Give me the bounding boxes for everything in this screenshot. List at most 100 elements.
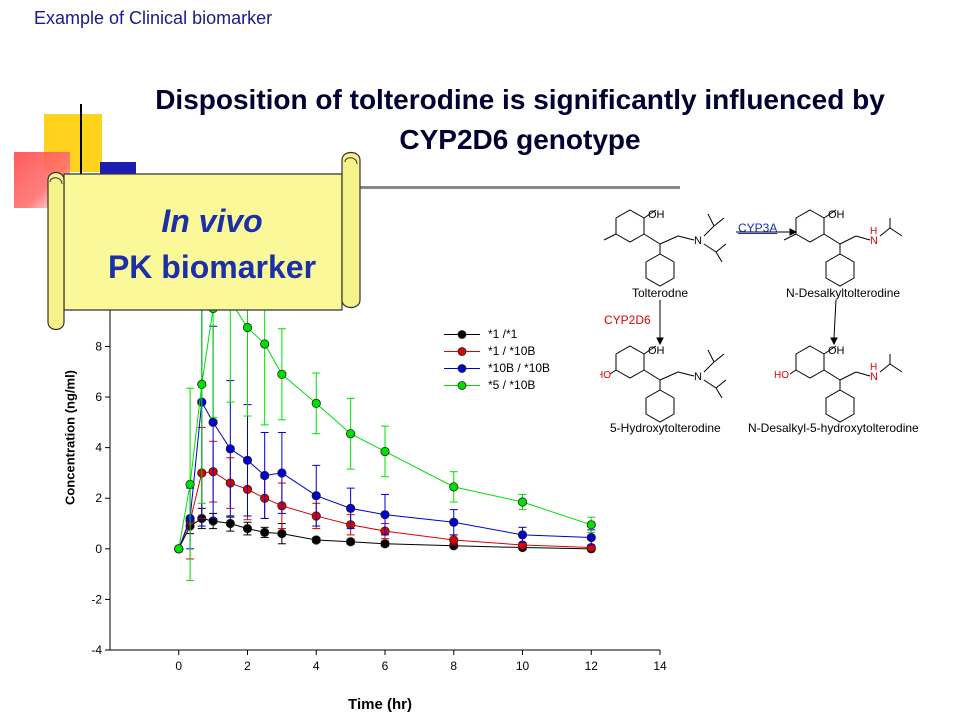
y-tick-label: 2 [95, 491, 102, 505]
data-point [449, 535, 459, 545]
y-axis-label: Concentration (ng/ml) [62, 369, 78, 506]
data-point [225, 518, 235, 529]
decor-blue-bar [100, 162, 136, 174]
data-point [260, 470, 270, 481]
scroll-text: In vivo PK biomarker [72, 198, 352, 290]
decor-horizontal-rule [80, 186, 680, 189]
data-point [311, 398, 321, 408]
decor-vertical-line [80, 104, 82, 200]
data-point [517, 530, 528, 540]
legend-item: *10B / *10B [440, 360, 550, 377]
x-tick-label: 0 [175, 659, 182, 673]
title-line-1: Disposition of tolterodine is significan… [155, 84, 885, 115]
data-point [208, 417, 218, 427]
x-tick-label: 2 [244, 659, 251, 673]
data-point [380, 446, 390, 457]
legend-label: *1 /*1 [488, 327, 518, 341]
data-point [380, 539, 390, 549]
hydroxy-structure [609, 345, 727, 423]
data-point [197, 379, 207, 390]
legend-item: *1 / *10B [440, 343, 550, 360]
n-label: N [694, 371, 702, 383]
x-axis-label: Time (hr) [348, 696, 412, 713]
cyp2d6-label: CYP2D6 [604, 313, 651, 327]
desalkyl-hydroxy-caption: N-Desalkyl-5-hydroxytolterodine [748, 421, 919, 435]
h-label: H [870, 362, 877, 373]
chart-plot-area [174, 220, 596, 581]
h-label: H [870, 226, 877, 237]
y-tick-label: -4 [91, 643, 102, 657]
legend-dot [457, 330, 467, 339]
n-label: N [870, 235, 878, 247]
data-point [260, 339, 270, 349]
oh-label: OH [828, 345, 845, 357]
x-tick-label: 6 [382, 659, 389, 673]
x-tick-label: 10 [516, 659, 530, 673]
metabolism-scheme: OH N OH N H OH N HO OH N H HO [600, 209, 903, 423]
tolterodine-structure [603, 209, 727, 287]
legend-item: *5 / *10B [440, 377, 550, 394]
desalkyl-hydroxy-structure [789, 345, 903, 423]
scroll-line-2: PK biomarker [107, 249, 317, 285]
data-point [260, 527, 270, 537]
desalkyl-caption: N-Desalkyltolterodine [786, 286, 901, 300]
n-label: N [870, 371, 878, 383]
data-point [185, 479, 195, 489]
data-point [449, 517, 459, 527]
legend-marker [444, 381, 480, 390]
data-point [242, 322, 253, 333]
slide-title: Disposition of tolterodine is significan… [110, 80, 930, 160]
cyp3a-label: CYP3A [738, 221, 778, 235]
desalkyl-structure [783, 209, 903, 287]
data-point [225, 444, 235, 454]
ho-label: HO [600, 370, 611, 381]
scroll-banner [47, 151, 361, 330]
legend-label: *5 / *10B [488, 378, 536, 392]
oh-label: OH [828, 209, 845, 221]
series-line [178, 300, 592, 549]
legend-dot [457, 347, 467, 356]
legend-label: *1 / *10B [488, 344, 536, 358]
tolterodine-caption: Tolterodne [632, 286, 689, 300]
x-tick-label: 4 [313, 659, 320, 673]
data-point [242, 455, 253, 465]
data-point [346, 429, 356, 439]
legend-marker [444, 330, 480, 339]
legend-dot [457, 364, 467, 373]
data-point [277, 529, 287, 539]
legend-marker [444, 364, 480, 373]
y-tick-label: 6 [95, 390, 102, 404]
y-tick-label: 4 [95, 441, 102, 455]
legend-dot [457, 381, 467, 390]
data-point [346, 537, 356, 547]
legend-item: *1 /*1 [440, 326, 550, 343]
x-tick-label: 8 [450, 659, 457, 673]
data-point [517, 497, 528, 507]
data-point [380, 510, 390, 520]
data-point [277, 468, 287, 478]
y-tick-label: -2 [91, 592, 102, 606]
ho-label: HO [774, 370, 789, 381]
oh-label: OH [648, 345, 665, 357]
chart-legend: *1 /*1 *1 / *10B *10B / *10B *5 / *10B [440, 326, 550, 394]
scroll-line-1: In vivo [161, 203, 263, 239]
data-point [586, 532, 596, 543]
data-point [449, 482, 459, 492]
legend-label: *10B / *10B [488, 361, 551, 375]
data-point [174, 544, 184, 554]
y-tick-label: 8 [95, 339, 102, 353]
oh-label: OH [648, 209, 665, 221]
data-point [311, 535, 321, 545]
reaction-arrows [656, 228, 838, 346]
data-point [311, 491, 321, 501]
n-label: N [694, 235, 702, 247]
y-tick-label: 0 [95, 542, 102, 556]
data-point [277, 369, 287, 379]
data-point [586, 520, 596, 530]
hydroxy-caption: 5-Hydroxytolterodine [610, 421, 721, 435]
x-tick-label: 14 [653, 659, 667, 673]
legend-marker [444, 347, 480, 356]
x-tick-label: 12 [585, 659, 599, 673]
data-point [242, 523, 253, 534]
